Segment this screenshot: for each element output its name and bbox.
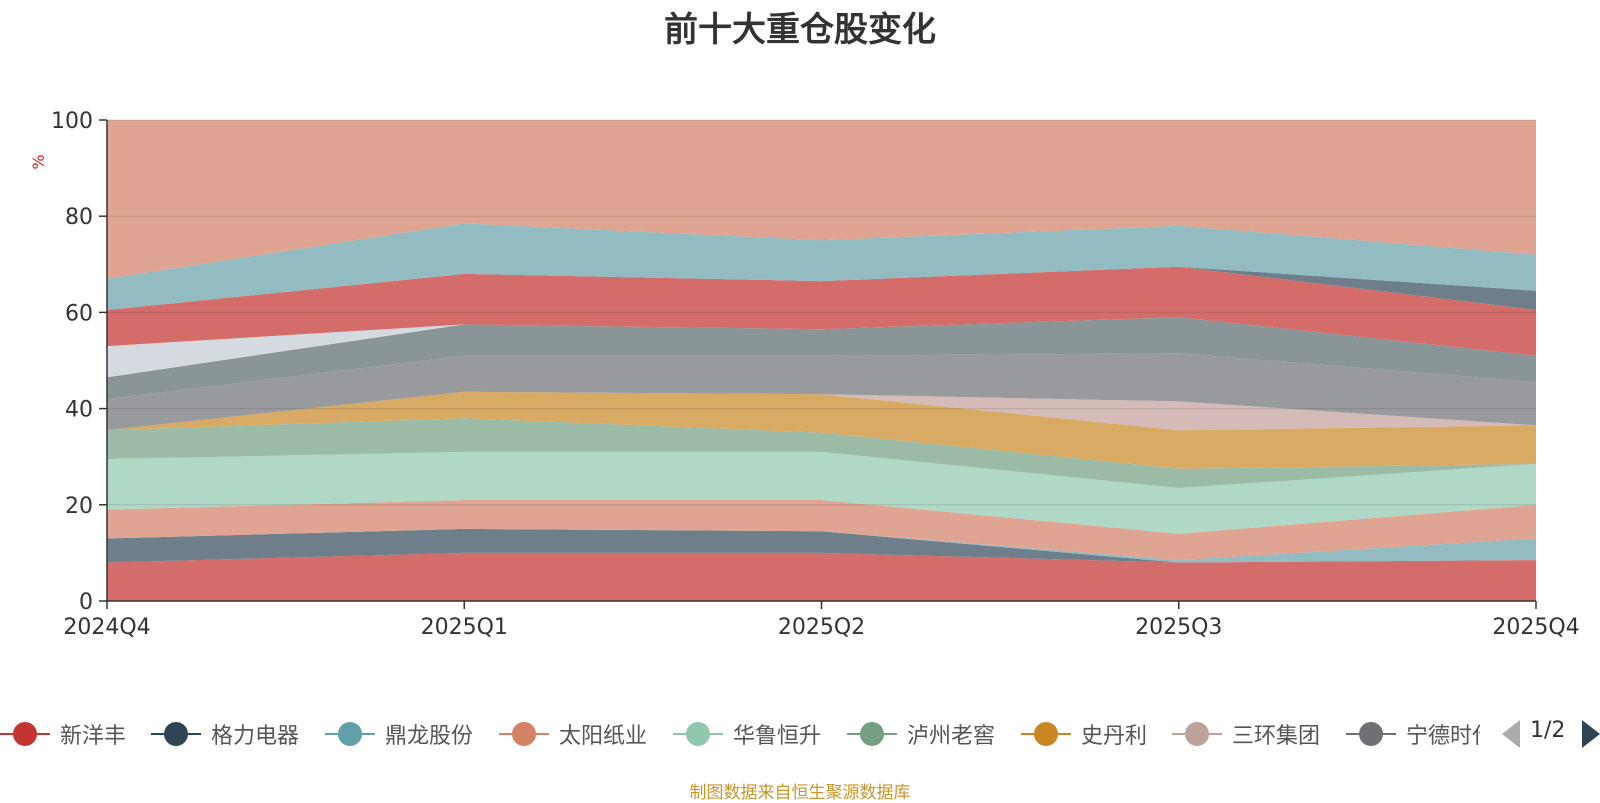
legend-item[interactable]: 太阳纸业 [499,716,647,752]
legend-item[interactable]: 史丹利 [1021,716,1147,752]
x-tick-label: 2024Q4 [63,615,150,640]
area-series-2 [107,528,1536,563]
legend-marker-icon [847,716,897,752]
y-tick-label: 40 [65,398,93,423]
area-series-1 [107,528,1536,563]
y-tick-label: 60 [65,301,93,326]
legend-marker-icon [1346,716,1396,752]
x-tick-label: 2025Q3 [1135,615,1222,640]
legend-label: 新洋丰 [60,724,127,749]
legend-marker-icon [325,716,375,752]
tick-labels: 0 20 40 60 80 100 2024Q4 2025Q1 2025Q2 2025Q3 2025… [51,109,1580,640]
legend-item[interactable]: 华鲁恒升 [673,716,821,752]
y-axis-label: % [29,154,48,169]
area-series-7 [107,391,1536,431]
legend-item[interactable]: 鼎龙股份 [325,716,473,752]
area-series-6 [107,391,1536,469]
legend-label: 鼎龙股份 [385,724,474,749]
legend-label: 史丹利 [1081,724,1148,749]
area-series-3 [107,500,1536,561]
x-tick-label: 2025Q1 [421,615,508,640]
area-series-4 [107,451,1536,534]
x-tick-label: 2025Q2 [778,615,865,640]
area-series-14 [107,120,1536,279]
legend-marker-icon [1172,716,1222,752]
y-tick-label: 100 [51,109,93,134]
legend-marker-icon [0,716,50,752]
legend-page-indicator: 1/2 [1530,718,1566,743]
area-series-8 [107,353,1536,431]
legend-marker-icon [673,716,723,752]
legend-item[interactable]: 宁德时代 [1346,716,1480,752]
legend-marker-icon [1021,716,1071,752]
legend-label: 三环集团 [1232,724,1321,749]
y-tick-label: 20 [65,494,93,519]
area-series-11 [107,266,1536,356]
legend-label: 宁德时代 [1406,724,1480,749]
data-source-note: 制图数据来自恒生聚源数据库 [689,783,911,803]
legend-prev-page-icon[interactable] [1502,720,1520,748]
y-tick-label: 0 [79,590,93,615]
chart-title: 前十大重仓股变化 [664,10,936,50]
area-series-13 [107,223,1536,310]
gridlines [107,119,1536,506]
legend-item[interactable]: 格力电器 [151,716,299,752]
y-tick-label: 80 [65,205,93,230]
legend-marker-icon [151,716,201,752]
area-layers [107,120,1536,601]
legend-item[interactable]: 泸州老窖 [847,716,995,752]
legend-marker-icon [499,716,549,752]
x-tick-label: 2025Q4 [1492,615,1579,640]
legend-next-page-icon[interactable] [1582,720,1600,748]
legend-label: 太阳纸业 [559,724,648,749]
area-series-0 [107,552,1536,601]
legend-label: 泸州老窖 [907,724,996,749]
area-series-9 [107,317,1536,399]
legend-label: 华鲁恒升 [733,724,822,749]
area-series-5 [107,418,1536,488]
stacked-area-chart: 0 20 40 60 80 100 2024Q4 2025Q1 2025Q2 2025Q3 2025… [29,109,1580,640]
legend-item[interactable]: 新洋丰 [0,716,126,752]
legend-item[interactable]: 三环集团 [1172,716,1320,752]
legend-pager: 1/2 [1500,716,1600,752]
legend: 新洋丰 格力电器 鼎龙股份 太阳纸业 华鲁恒升 泸州老窖 史丹利 三环集团 宁德时代 [0,716,1480,752]
legend-label: 格力电器 [211,724,300,749]
